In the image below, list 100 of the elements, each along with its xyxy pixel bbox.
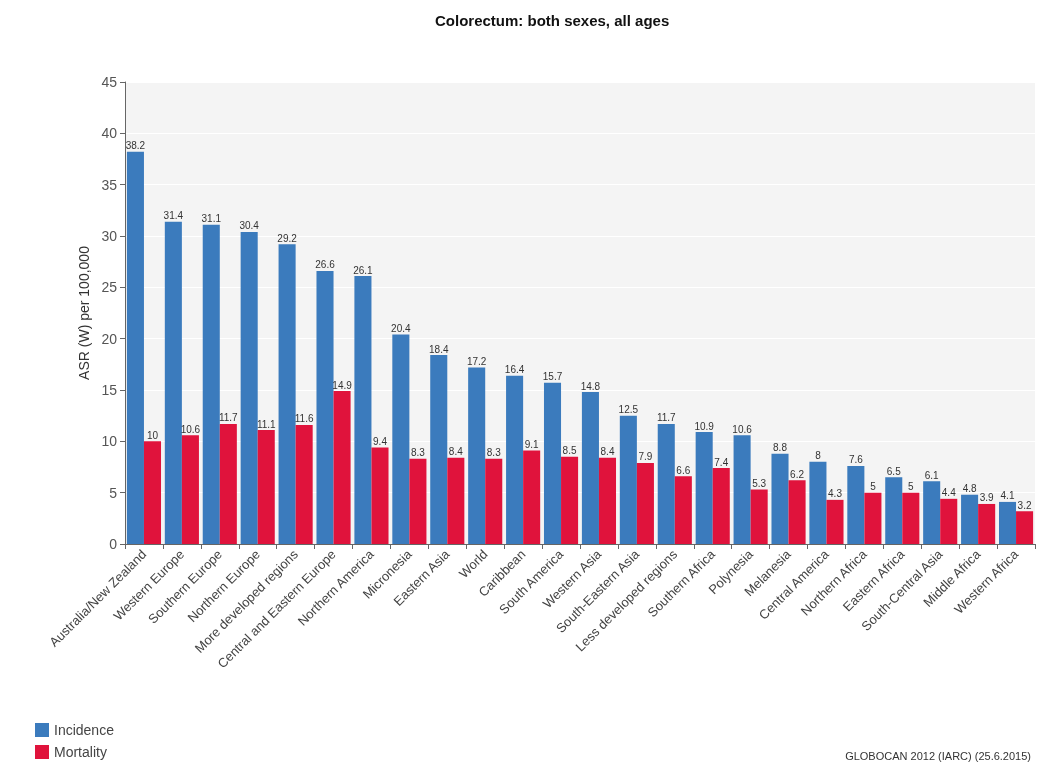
bar — [788, 480, 806, 544]
bar — [695, 432, 713, 544]
bar — [126, 151, 144, 544]
data-label: 11.7 — [656, 412, 677, 424]
bar — [409, 458, 427, 544]
data-label: 14.8 — [580, 380, 601, 392]
bar — [885, 477, 903, 544]
data-label: 3.2 — [1017, 499, 1032, 511]
bar — [864, 492, 882, 544]
data-label: 14.9 — [332, 379, 353, 391]
bar — [961, 494, 979, 544]
data-label: 30.4 — [239, 220, 260, 232]
bar — [202, 224, 220, 544]
data-label: 7.9 — [638, 451, 653, 463]
bar — [164, 221, 182, 544]
y-tick-label: 45 — [101, 74, 118, 90]
data-label: 31.1 — [201, 213, 222, 225]
bar — [468, 367, 486, 544]
data-label: 9.4 — [373, 435, 388, 447]
data-label: 8 — [815, 450, 822, 462]
legend-label: Incidence — [54, 722, 115, 738]
data-label: 4.1 — [1000, 490, 1015, 502]
data-label: 8.5 — [562, 445, 577, 457]
chart-title: Colorectum: both sexes, all ages — [435, 12, 670, 29]
data-label: 29.2 — [277, 232, 298, 244]
y-tick-label: 40 — [101, 125, 118, 142]
bar — [392, 334, 410, 544]
bar — [543, 382, 562, 544]
bar — [598, 457, 617, 544]
bar — [1016, 511, 1034, 544]
bar — [506, 375, 524, 544]
bar — [750, 489, 768, 544]
y-tick-label: 15 — [101, 382, 118, 398]
bar — [902, 492, 920, 544]
data-label: 10 — [146, 429, 159, 441]
data-label: 17.2 — [466, 355, 487, 367]
data-label: 8.3 — [410, 447, 426, 459]
y-tick-label: 10 — [101, 433, 118, 450]
data-label: 5.3 — [752, 478, 767, 490]
data-label: 4.8 — [962, 483, 977, 495]
bar — [978, 503, 996, 544]
bar — [371, 447, 389, 544]
data-label: 12.5 — [618, 404, 639, 416]
bar — [143, 441, 162, 544]
bar — [181, 435, 199, 544]
bar — [733, 435, 751, 544]
bar — [523, 450, 541, 544]
data-label: 10.6 — [732, 423, 753, 435]
bar — [316, 270, 334, 544]
bar — [940, 498, 958, 544]
y-tick-label: 30 — [101, 228, 118, 244]
data-label: 5 — [908, 481, 915, 493]
bar — [809, 461, 827, 544]
data-label: 10.9 — [694, 420, 715, 432]
data-label: 6.2 — [790, 468, 805, 480]
data-label: 6.6 — [676, 464, 691, 476]
bar — [447, 457, 465, 544]
data-label: 3.9 — [979, 492, 995, 504]
data-label: 5 — [870, 481, 877, 493]
data-label: 6.5 — [886, 465, 902, 477]
bar — [354, 276, 372, 544]
bar — [561, 456, 579, 544]
data-label: 8.3 — [486, 447, 502, 459]
y-tick-label: 5 — [109, 484, 118, 501]
bar — [847, 465, 865, 544]
y-tick-label: 25 — [101, 279, 118, 296]
data-label: 20.4 — [391, 323, 412, 335]
data-label: 8.4 — [600, 446, 615, 458]
bar — [657, 423, 675, 544]
data-label: 7.6 — [848, 454, 864, 466]
bar — [636, 462, 654, 544]
data-label: 31.4 — [163, 210, 184, 222]
data-label: 8.8 — [773, 442, 788, 454]
data-label: 4.4 — [941, 487, 957, 499]
data-label: 38.2 — [125, 140, 146, 152]
bar — [333, 391, 351, 544]
y-tick-label: 0 — [109, 536, 118, 552]
data-label: 15.7 — [542, 371, 563, 383]
text: GLOBOCAN 2012 (IARC) (25.6.2015) — [845, 749, 1031, 762]
data-label: 26.6 — [315, 259, 336, 271]
data-label: 7.4 — [714, 456, 729, 468]
data-label: 8.4 — [448, 446, 464, 458]
data-label: 16.4 — [504, 364, 525, 376]
bar — [219, 423, 237, 544]
legend-label: Mortality — [54, 744, 107, 760]
bar — [485, 458, 503, 544]
y-tick-label: 35 — [101, 176, 118, 193]
y-tick-label: 20 — [101, 330, 118, 347]
bar — [771, 453, 789, 544]
bar — [712, 468, 730, 544]
bar — [923, 481, 941, 544]
bar — [278, 244, 296, 544]
bar — [257, 430, 275, 544]
bar — [430, 355, 448, 544]
bar — [240, 231, 258, 544]
bar — [619, 415, 637, 544]
bar — [826, 499, 844, 544]
data-label: 26.1 — [353, 264, 374, 276]
data-label: 9.1 — [524, 439, 540, 451]
data-label: 18.4 — [429, 343, 449, 355]
